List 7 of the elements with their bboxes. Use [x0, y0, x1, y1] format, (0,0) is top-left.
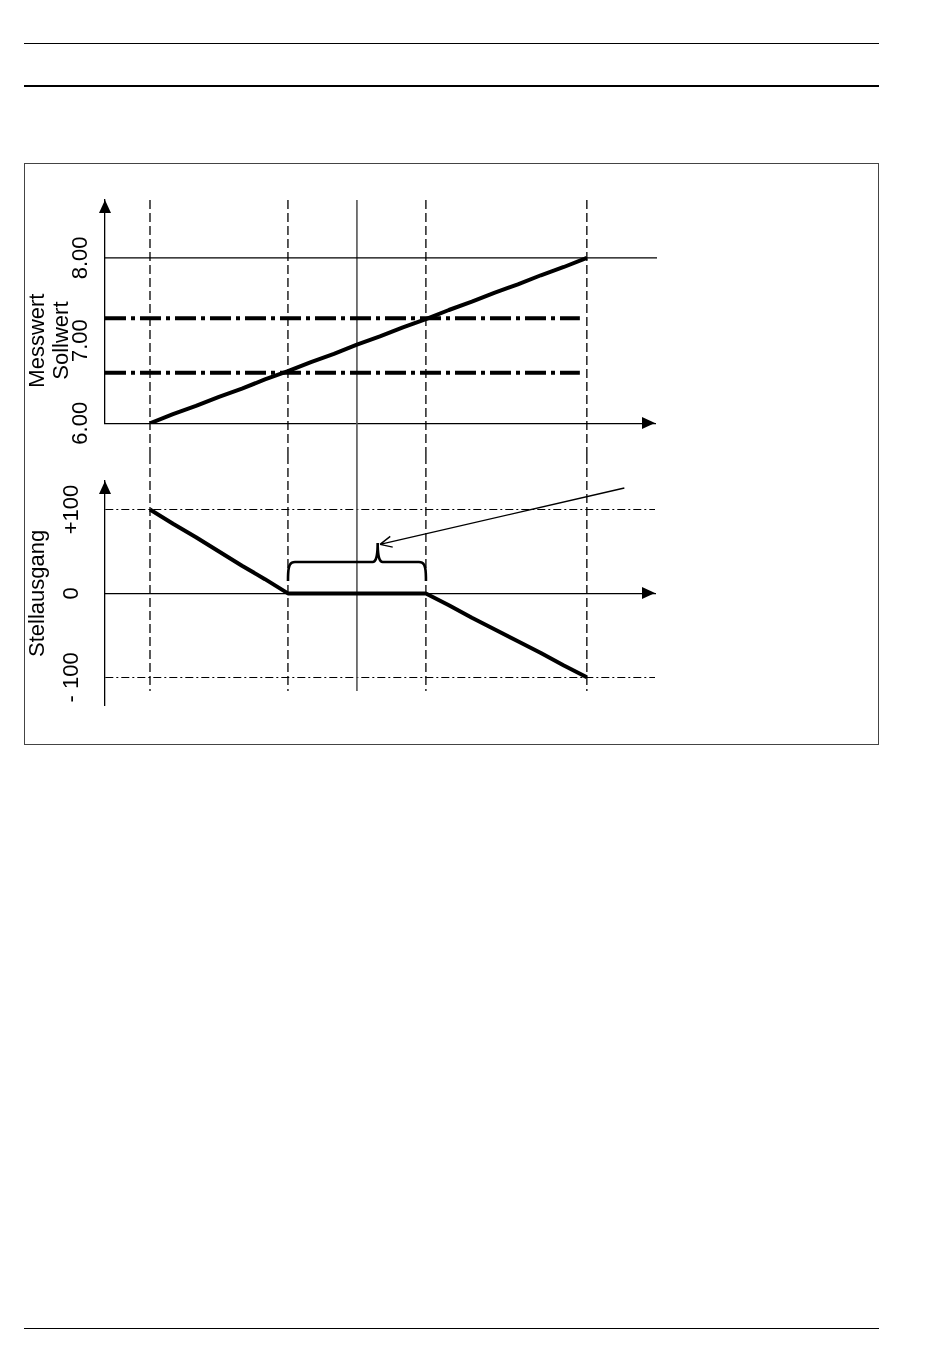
y-axis-title: Stellausgang [24, 529, 50, 658]
y-tick-label: +100 [58, 484, 84, 535]
y-tick-label: 0 [58, 587, 84, 600]
y-tick-label: 8.00 [67, 236, 93, 280]
y-tick-label: 7.00 [67, 319, 93, 363]
y-tick-label: - 100 [58, 652, 84, 703]
y-tick-label: 6.00 [67, 401, 93, 445]
